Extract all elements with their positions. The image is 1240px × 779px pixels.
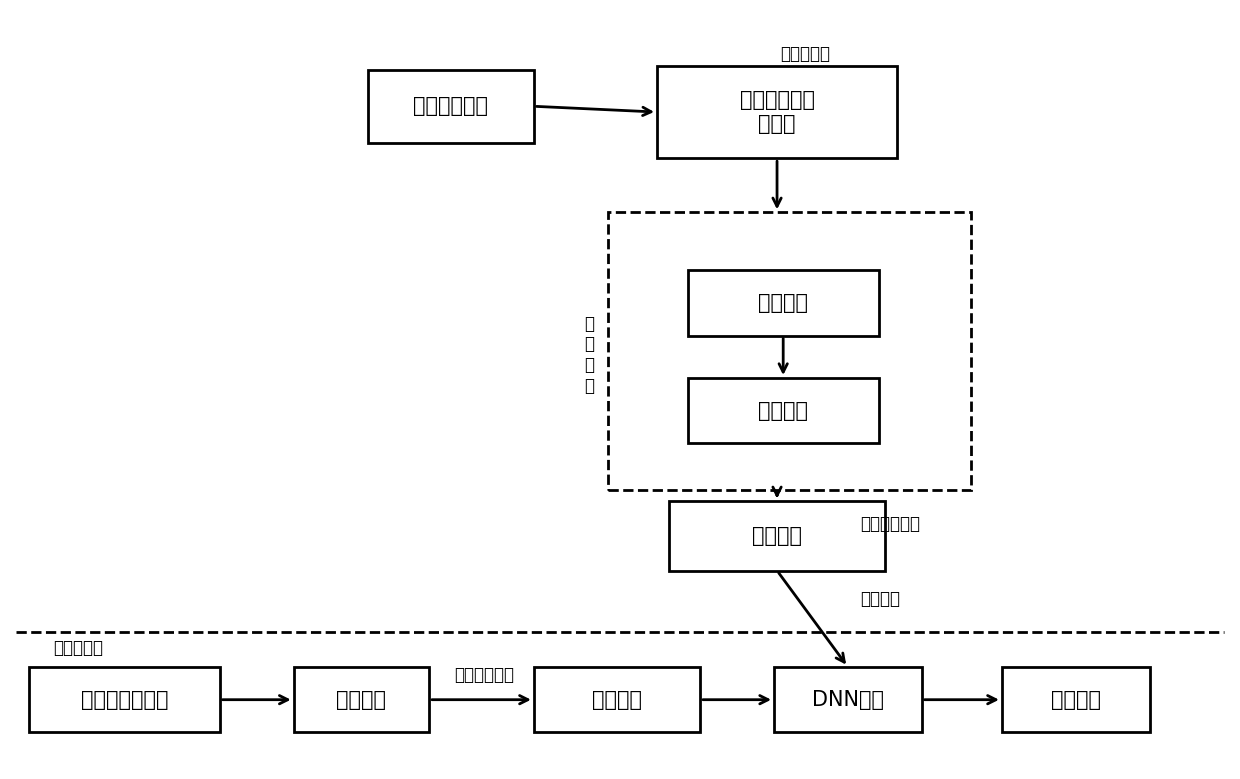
Text: 系数模量: 系数模量 <box>751 526 802 546</box>
Text: DNN模型: DNN模型 <box>812 689 884 710</box>
Bar <box>608 212 971 490</box>
Text: 单次聚类: 单次聚类 <box>758 293 808 313</box>
Bar <box>657 65 897 158</box>
Text: 分
层
聚
类: 分 层 聚 类 <box>584 315 594 395</box>
Bar <box>1002 667 1149 732</box>
Text: 小波散射变换: 小波散射变换 <box>455 665 515 684</box>
Text: 二次聚类: 二次聚类 <box>758 400 808 421</box>
Text: 系数模量: 系数模量 <box>591 689 642 710</box>
Bar <box>774 667 921 732</box>
Bar <box>294 667 429 732</box>
Text: 建立位置指纹
数据库: 建立位置指纹 数据库 <box>739 90 815 134</box>
Text: 离线阶段：: 离线阶段： <box>780 45 830 63</box>
Bar <box>670 501 885 570</box>
Text: 小波散射变换: 小波散射变换 <box>861 516 920 534</box>
Text: 目标点位置指纹: 目标点位置指纹 <box>81 689 167 710</box>
Bar <box>688 270 879 336</box>
Bar <box>533 667 701 732</box>
Text: 获取位置指纹: 获取位置指纹 <box>413 97 489 116</box>
Bar <box>29 667 219 732</box>
Bar <box>367 69 533 143</box>
Text: 在线阶段：: 在线阶段： <box>53 639 103 657</box>
Text: 聚类判断: 聚类判断 <box>336 689 387 710</box>
Text: 训练模型: 训练模型 <box>861 590 900 608</box>
Text: 估计位置: 估计位置 <box>1050 689 1101 710</box>
Bar <box>688 378 879 443</box>
